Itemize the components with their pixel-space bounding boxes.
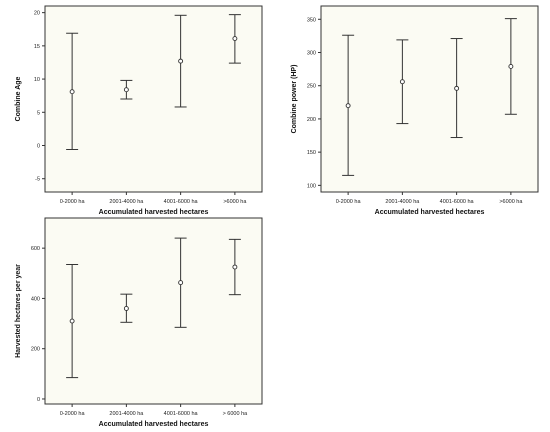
- y-tick-label: 0: [37, 144, 40, 150]
- y-tick-label: 200: [307, 117, 316, 123]
- y-tick-label: -5: [35, 177, 40, 183]
- mean-marker: [178, 280, 184, 286]
- y-axis-title: Harvested hectares per year: [15, 264, 22, 358]
- y-axis-title: Combine power (HP): [291, 65, 298, 134]
- x-tick-label: 0-2000 ha: [336, 199, 362, 205]
- y-tick-label: 0: [37, 397, 40, 403]
- x-axis-title: Accumulated harvested hectares: [99, 421, 209, 428]
- y-tick-label: 15: [34, 44, 40, 50]
- y-tick-label: 350: [307, 17, 316, 23]
- y-tick-label: 10: [34, 77, 40, 83]
- chart-harvested-hectares: 0 200 400 600 0-2000 ha 2001-4000 ha 4001-6000…: [4, 216, 269, 431]
- x-axis-title: Accumulated harvested hectares: [99, 209, 209, 216]
- x-tick-label: 2001-4000 ha: [109, 411, 144, 417]
- x-tick-label: >6000 ha: [223, 199, 247, 205]
- mean-marker: [123, 306, 129, 311]
- chart-combine-age: -5 0 5 10 15 20 0-2000 ha 2001-4000 ha 4001-6000…: [4, 4, 269, 219]
- y-tick-label: 250: [307, 84, 316, 90]
- y-tick-label: 20: [34, 11, 40, 17]
- x-tick-label: 0-2000 ha: [60, 411, 86, 417]
- x-tick-label: 4001-6000 ha: [164, 411, 199, 417]
- x-axis-title: Accumulated harvested hectares: [375, 209, 485, 216]
- chart-combine-power: 100 150 200 250 300 350 0-2000 ha 2001-4000 ha 4…: [280, 4, 545, 219]
- mean-marker: [399, 79, 405, 85]
- mean-marker: [232, 36, 238, 41]
- mean-marker: [69, 89, 75, 95]
- x-tick-label: 2001-4000 ha: [385, 199, 420, 205]
- mean-marker: [178, 58, 184, 64]
- x-tick-label: 4001-6000 ha: [164, 199, 199, 205]
- mean-marker: [232, 264, 238, 270]
- mean-marker: [454, 85, 460, 91]
- chart-2-svg: 100 150 200 250 300 350 0-2000 ha 2001-4000 ha 4…: [291, 5, 539, 216]
- y-tick-label: 5: [37, 110, 40, 116]
- y-tick-label: 100: [307, 183, 316, 189]
- mean-marker: [69, 318, 75, 324]
- plot-frame: [44, 5, 263, 193]
- mean-marker: [508, 64, 514, 69]
- plot-frame: [320, 5, 539, 193]
- mean-marker: [345, 103, 351, 109]
- y-tick-label: 300: [307, 51, 316, 57]
- y-tick-label: 400: [31, 296, 40, 302]
- chart-3-svg: 0 200 400 600 0-2000 ha 2001-4000 ha 4001-6000…: [15, 217, 263, 428]
- y-tick-label: 150: [307, 150, 316, 156]
- x-tick-label: 0-2000 ha: [60, 199, 86, 205]
- y-tick-label: 200: [31, 347, 40, 353]
- plot-frame: [44, 217, 263, 405]
- x-tick-label: >6000 ha: [499, 199, 523, 205]
- x-tick-label: 2001-4000 ha: [109, 199, 144, 205]
- y-axis-title: Combine Age: [15, 76, 22, 121]
- chart-1-svg: -5 0 5 10 15 20 0-2000 ha 2001-4000 ha 4001-6000…: [15, 5, 263, 216]
- x-tick-label: > 6000 ha: [223, 411, 249, 417]
- x-tick-label: 4001-6000 ha: [440, 199, 475, 205]
- mean-marker: [123, 87, 129, 93]
- y-tick-label: 600: [31, 246, 40, 252]
